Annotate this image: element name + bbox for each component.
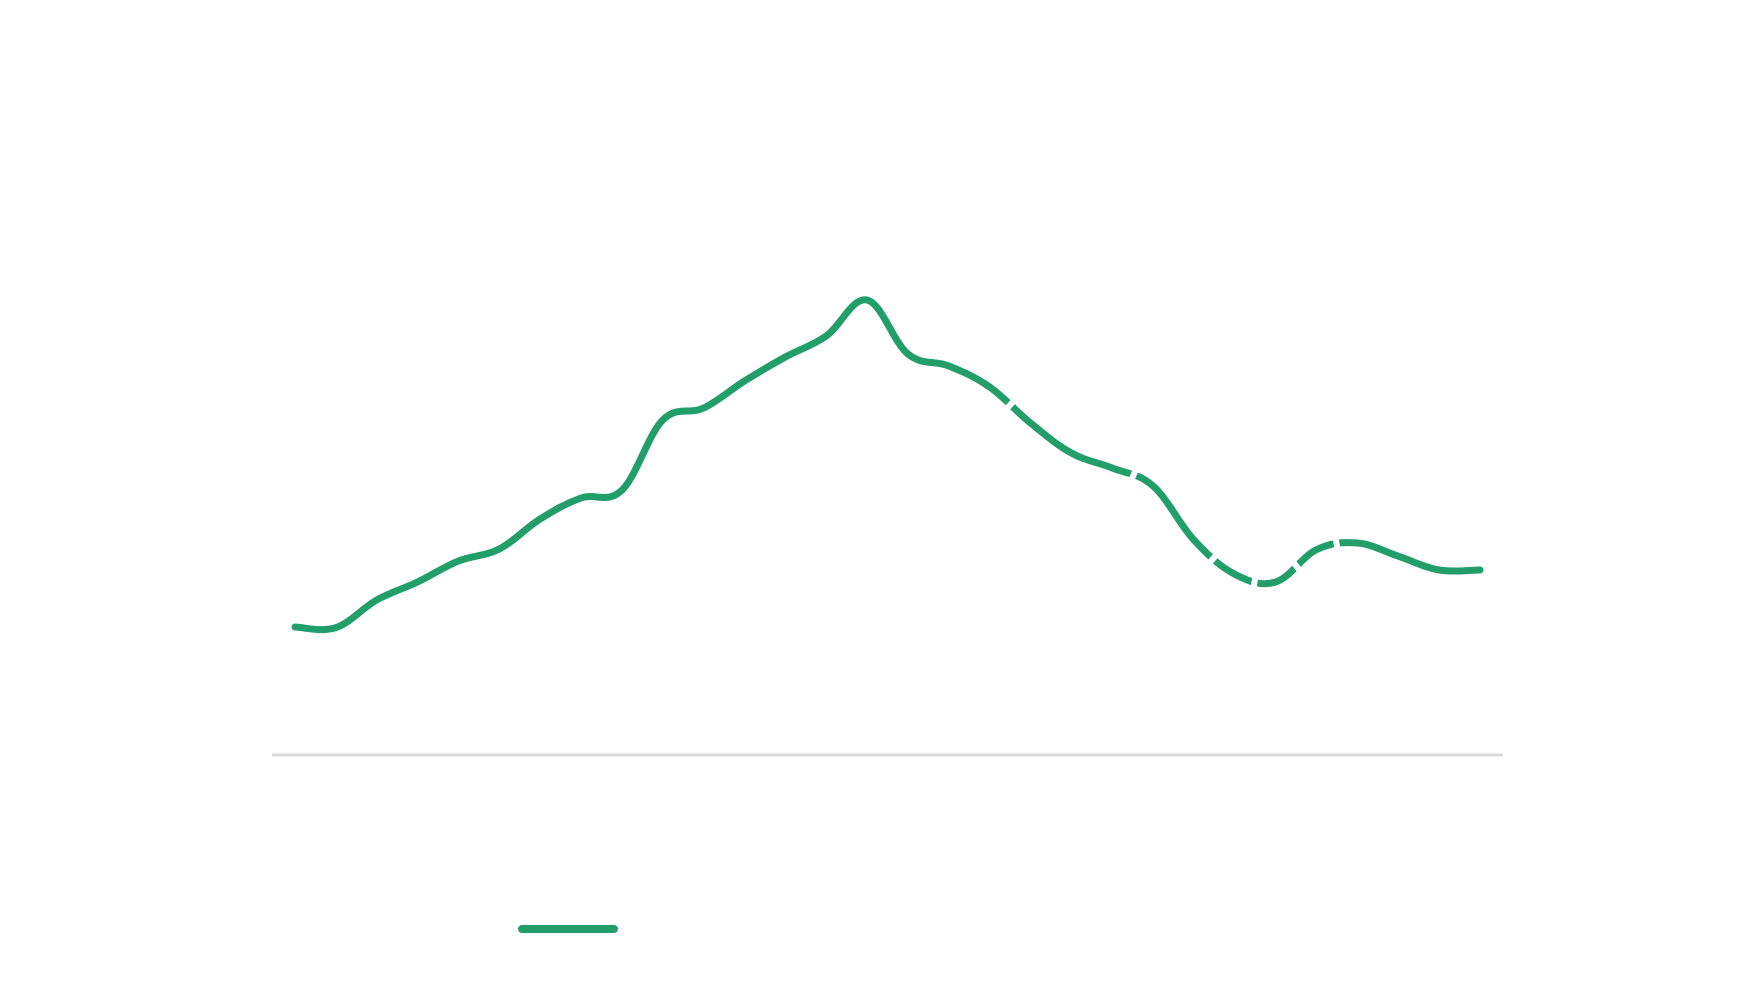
series-gap-4 — [1286, 554, 1306, 578]
series-gap-5 — [1332, 533, 1342, 559]
legend — [518, 925, 628, 933]
series-gap-1 — [1125, 464, 1141, 490]
series-gap-0 — [999, 394, 1021, 416]
series-gap-2 — [1204, 545, 1225, 569]
series-layer — [291, 296, 1484, 634]
series-line-0 — [291, 296, 1484, 634]
gap-layer — [999, 394, 1342, 591]
series-gap-3 — [1250, 565, 1261, 591]
legend-swatch — [518, 925, 618, 933]
